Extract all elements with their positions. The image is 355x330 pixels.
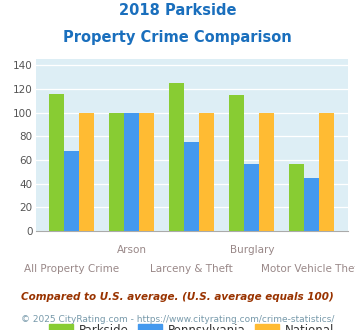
Bar <box>289 164 304 231</box>
Bar <box>229 95 244 231</box>
Text: 2018 Parkside: 2018 Parkside <box>119 3 236 18</box>
Text: Burglary: Burglary <box>230 245 274 255</box>
Text: Compared to U.S. average. (U.S. average equals 100): Compared to U.S. average. (U.S. average … <box>21 292 334 302</box>
Bar <box>109 113 124 231</box>
Text: Motor Vehicle Theft: Motor Vehicle Theft <box>261 264 355 274</box>
Legend: Parkside, Pennsylvania, National: Parkside, Pennsylvania, National <box>45 319 339 330</box>
Bar <box>79 113 94 231</box>
Bar <box>64 150 79 231</box>
Text: Arson: Arson <box>117 245 147 255</box>
Text: All Property Crime: All Property Crime <box>24 264 119 274</box>
Bar <box>320 113 334 231</box>
Text: Property Crime Comparison: Property Crime Comparison <box>63 30 292 45</box>
Bar <box>124 113 139 231</box>
Bar <box>49 94 64 231</box>
Bar <box>139 113 154 231</box>
Text: © 2025 CityRating.com - https://www.cityrating.com/crime-statistics/: © 2025 CityRating.com - https://www.city… <box>21 315 334 324</box>
Bar <box>199 113 214 231</box>
Bar <box>304 178 320 231</box>
Bar <box>244 164 259 231</box>
Text: Larceny & Theft: Larceny & Theft <box>150 264 233 274</box>
Bar <box>169 83 184 231</box>
Bar <box>184 142 199 231</box>
Bar <box>259 113 274 231</box>
